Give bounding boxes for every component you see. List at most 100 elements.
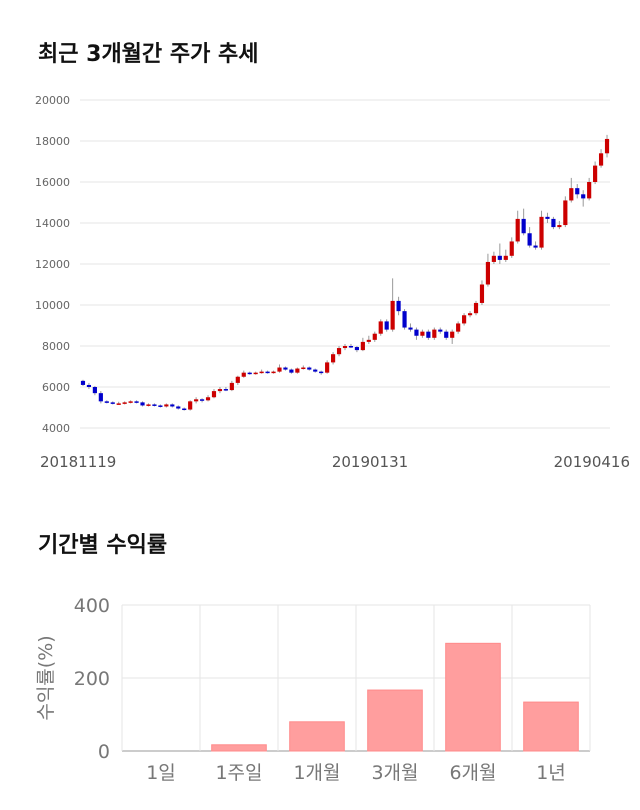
- price-candle-body: [146, 404, 151, 406]
- price-candle-body: [92, 387, 97, 394]
- price-candle-body: [366, 339, 371, 342]
- price-candle: [194, 397, 199, 404]
- price-candle: [199, 398, 205, 403]
- price-candle: [587, 177, 592, 201]
- price-candle-body: [360, 341, 365, 351]
- price-candle: [205, 395, 211, 402]
- price-candle: [450, 329, 455, 344]
- price-candle-body: [497, 255, 502, 260]
- price-candle: [342, 343, 348, 351]
- price-y-tick-label: 20000: [35, 94, 70, 107]
- price-candle-body: [217, 389, 223, 392]
- price-candle-body: [569, 188, 574, 201]
- price-candle: [116, 401, 121, 405]
- returns-bar: [289, 721, 345, 752]
- price-candle-body: [539, 216, 544, 248]
- price-candle: [593, 161, 598, 185]
- price-candle: [491, 251, 496, 264]
- price-candle: [319, 370, 324, 375]
- price-candle: [533, 241, 538, 250]
- price-candle-body: [396, 300, 401, 312]
- price-candle-body: [194, 399, 199, 402]
- price-candle-body: [223, 389, 228, 391]
- price-candle-body: [408, 327, 413, 330]
- price-candle: [289, 368, 294, 374]
- price-candle-body: [104, 401, 109, 403]
- price-candle: [307, 366, 312, 371]
- price-candle-body: [241, 372, 246, 377]
- price-candle: [348, 343, 354, 349]
- price-candle: [325, 360, 330, 374]
- price-candle: [235, 375, 240, 385]
- price-candle: [128, 400, 133, 404]
- price-candle-body: [593, 165, 598, 182]
- price-candle-body: [116, 403, 121, 405]
- price-candle: [479, 280, 485, 305]
- price-candle-body: [414, 329, 419, 336]
- price-candle: [313, 368, 318, 373]
- price-candle: [444, 329, 449, 340]
- price-chart-title: 최근 3개월간 주가 추세: [38, 42, 259, 67]
- price-x-tick-label: 20190416: [554, 453, 630, 471]
- price-candle-body: [348, 346, 354, 348]
- price-candle: [92, 385, 97, 396]
- price-candle-body: [456, 323, 461, 332]
- price-y-tick-label: 12000: [35, 258, 70, 271]
- price-candle-body: [342, 346, 348, 349]
- returns-bar: [523, 701, 579, 752]
- price-candle-body: [265, 371, 270, 374]
- returns-y-tick-label: 0: [98, 741, 110, 763]
- price-candle: [301, 365, 306, 370]
- price-candle-body: [140, 402, 145, 406]
- price-candle: [557, 220, 562, 230]
- price-candle-body: [277, 367, 282, 372]
- price-candle-body: [426, 331, 431, 338]
- price-candle-body: [557, 225, 562, 228]
- price-candle-body: [598, 153, 604, 166]
- price-candle: [366, 335, 371, 344]
- price-candle: [438, 327, 443, 334]
- price-candle-body: [283, 367, 288, 370]
- price-candle-body: [533, 245, 538, 248]
- price-candle: [563, 196, 568, 228]
- price-candle-body: [170, 404, 175, 407]
- price-candle-body: [199, 399, 205, 401]
- price-candle: [497, 243, 502, 264]
- price-candle-body: [479, 284, 485, 303]
- returns-x-tick-label: 3개월: [371, 762, 418, 784]
- returns-bar: [367, 689, 423, 752]
- price-candle-body: [521, 218, 526, 234]
- price-candle: [509, 237, 514, 258]
- price-candle-body: [247, 372, 252, 375]
- price-candle: [182, 407, 187, 411]
- price-candle-body: [336, 348, 342, 355]
- price-candle-body: [289, 369, 294, 373]
- price-candle: [515, 210, 520, 244]
- price-candle: [539, 210, 544, 250]
- price-candle-body: [134, 401, 139, 403]
- price-candle-body: [253, 372, 258, 375]
- price-candle-body: [378, 321, 383, 334]
- price-y-tick-label: 6000: [42, 381, 70, 394]
- price-candle: [414, 327, 419, 340]
- returns-x-tick-label: 1일: [146, 762, 176, 784]
- price-candle: [217, 387, 223, 394]
- price-candle-body: [402, 311, 407, 328]
- price-candle: [581, 190, 586, 207]
- price-candle-body: [301, 367, 306, 370]
- price-candle: [604, 134, 610, 158]
- price-candle: [98, 391, 103, 404]
- price-candle: [134, 400, 139, 404]
- price-candle: [462, 313, 467, 326]
- price-y-tick-label: 8000: [42, 340, 70, 353]
- price-candle: [390, 278, 395, 332]
- price-candle: [331, 352, 336, 365]
- price-candle-body: [450, 331, 455, 338]
- price-candle: [110, 401, 115, 405]
- price-y-tick-label: 16000: [35, 176, 70, 189]
- returns-x-tick-label: 1개월: [293, 762, 340, 784]
- price-candle-body: [485, 261, 491, 285]
- price-candle-body: [205, 397, 211, 401]
- price-candle-body: [182, 408, 187, 411]
